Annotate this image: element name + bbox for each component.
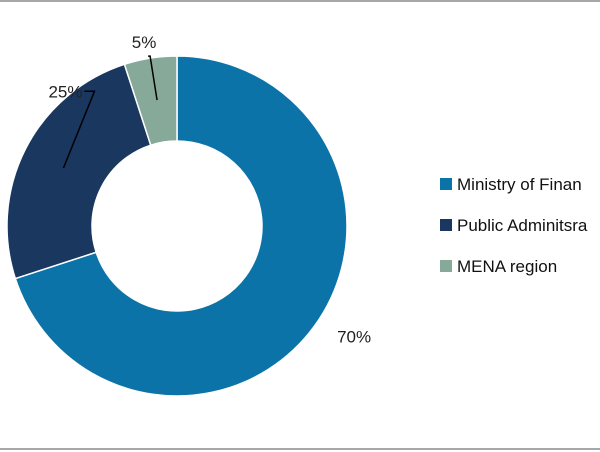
slice-1 [6,63,152,280]
legend-swatch-2 [440,260,452,272]
legend-label-2: MENA region [457,257,557,276]
legend-swatch-0 [440,178,452,190]
legend-item-1: Public Adminitsra [440,216,588,235]
slice-2 [123,55,178,147]
slice-label-2: 5% [132,33,157,52]
slice-label-1: 25% [48,82,82,101]
legend: Ministry of Finan Public Adminitsra MENA r… [440,175,588,276]
leader-line-2 [148,55,158,101]
legend-item-0: Ministry of Finan [440,175,582,194]
legend-swatch-1 [440,219,452,231]
leader-line-1 [62,90,96,169]
legend-label-0: Ministry of Finan [457,175,582,194]
slice-label-0: 70% [337,328,371,347]
legend-item-2: MENA region [440,257,557,276]
slice-0 [14,55,348,397]
leader-lines-group [62,55,158,169]
slices-group [6,55,348,397]
legend-label-1: Public Adminitsra [457,216,588,235]
slice-labels-group: 70% 25% 5% [48,33,371,346]
